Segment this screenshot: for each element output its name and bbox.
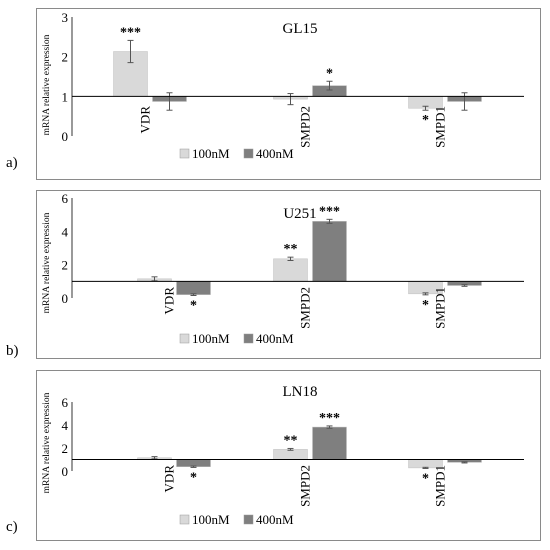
chart-1-legend-swatch <box>179 148 190 159</box>
chart-1-y-label: mRNA relative expression <box>42 34 52 135</box>
chart-2-y-tick-label: 2 <box>62 258 69 273</box>
chart-1-category-label: VDR <box>138 106 153 134</box>
chart-2-title: U251 <box>283 206 316 222</box>
chart-1-legend-swatch <box>243 148 254 159</box>
chart-3-significance-label: * <box>422 471 429 486</box>
chart-2-significance-label: * <box>190 299 197 314</box>
chart-3-category-label: SMPD2 <box>298 465 313 507</box>
chart-3-y-tick-label: 4 <box>62 418 69 433</box>
chart-1-category-label: SMPD2 <box>298 106 313 148</box>
chart-1-title: GL15 <box>283 21 318 37</box>
chart-2-bar-smpd2-400nm <box>312 221 347 282</box>
chart-2-y-tick-label: 4 <box>62 224 69 239</box>
chart-3-panel-label: c) <box>6 519 18 535</box>
chart-3-title: LN18 <box>283 384 318 400</box>
chart-3-legend-label: 100nM <box>192 512 230 527</box>
chart-3-significance-label: *** <box>319 411 340 426</box>
chart-1-y-tick-label: 1 <box>62 89 69 104</box>
chart-1-significance-label: *** <box>120 25 141 40</box>
chart-2-category-label: VDR <box>162 287 177 315</box>
chart-3-legend-swatch <box>243 514 254 525</box>
chart-2-bar-vdr-400nm <box>176 281 211 295</box>
chart-3-legend-swatch <box>179 514 190 525</box>
chart-3-y-tick-label: 2 <box>62 441 69 456</box>
chart-2-y-label: mRNA relative expression <box>42 212 52 313</box>
chart-2-significance-label: * <box>422 298 429 313</box>
chart-2-panel-label: b) <box>6 343 19 359</box>
chart-3-significance-label: * <box>190 470 197 485</box>
chart-3-bar-smpd2-400nm <box>312 426 347 460</box>
chart-2-significance-label: *** <box>319 204 340 219</box>
chart-1-y-tick-label: 3 <box>62 10 69 25</box>
chart-1-significance-label: * <box>326 66 333 81</box>
chart-2-category-label: SMPD1 <box>433 287 448 329</box>
chart-2-y-tick-label: 6 <box>62 191 69 206</box>
chart-1-legend-label: 400nM <box>256 146 294 161</box>
chart-3-y-tick-label: 0 <box>62 464 69 479</box>
chart-2-significance-label: ** <box>284 242 298 257</box>
chart-1-y-tick-label: 0 <box>62 129 69 144</box>
chart-2-bar-smpd2-100nm <box>273 258 308 282</box>
chart-1-category-label: SMPD1 <box>433 106 448 148</box>
chart-1-panel-label: a) <box>6 155 18 171</box>
chart-3-y-label: mRNA relative expression <box>42 392 52 493</box>
chart-3-bar-smpd2-100nm <box>273 449 308 460</box>
chart-1-y-tick-label: 2 <box>62 50 69 65</box>
chart-2-category-label: SMPD2 <box>298 287 313 329</box>
chart-2-y-tick-label: 0 <box>62 291 69 306</box>
chart-1-significance-label: * <box>422 113 429 128</box>
chart-3-frame <box>36 370 541 541</box>
chart-3-y-tick-label: 6 <box>62 395 69 410</box>
chart-3-significance-label: ** <box>284 433 298 448</box>
chart-2-legend-swatch <box>179 333 190 344</box>
chart-3-legend-label: 400nM <box>256 512 294 527</box>
chart-3-category-label: SMPD1 <box>433 465 448 507</box>
chart-2-legend-label: 100nM <box>192 331 230 346</box>
chart-2-legend-swatch <box>243 333 254 344</box>
chart-2-legend-label: 400nM <box>256 331 294 346</box>
chart-3-category-label: VDR <box>162 465 177 493</box>
chart-1-legend-label: 100nM <box>192 146 230 161</box>
